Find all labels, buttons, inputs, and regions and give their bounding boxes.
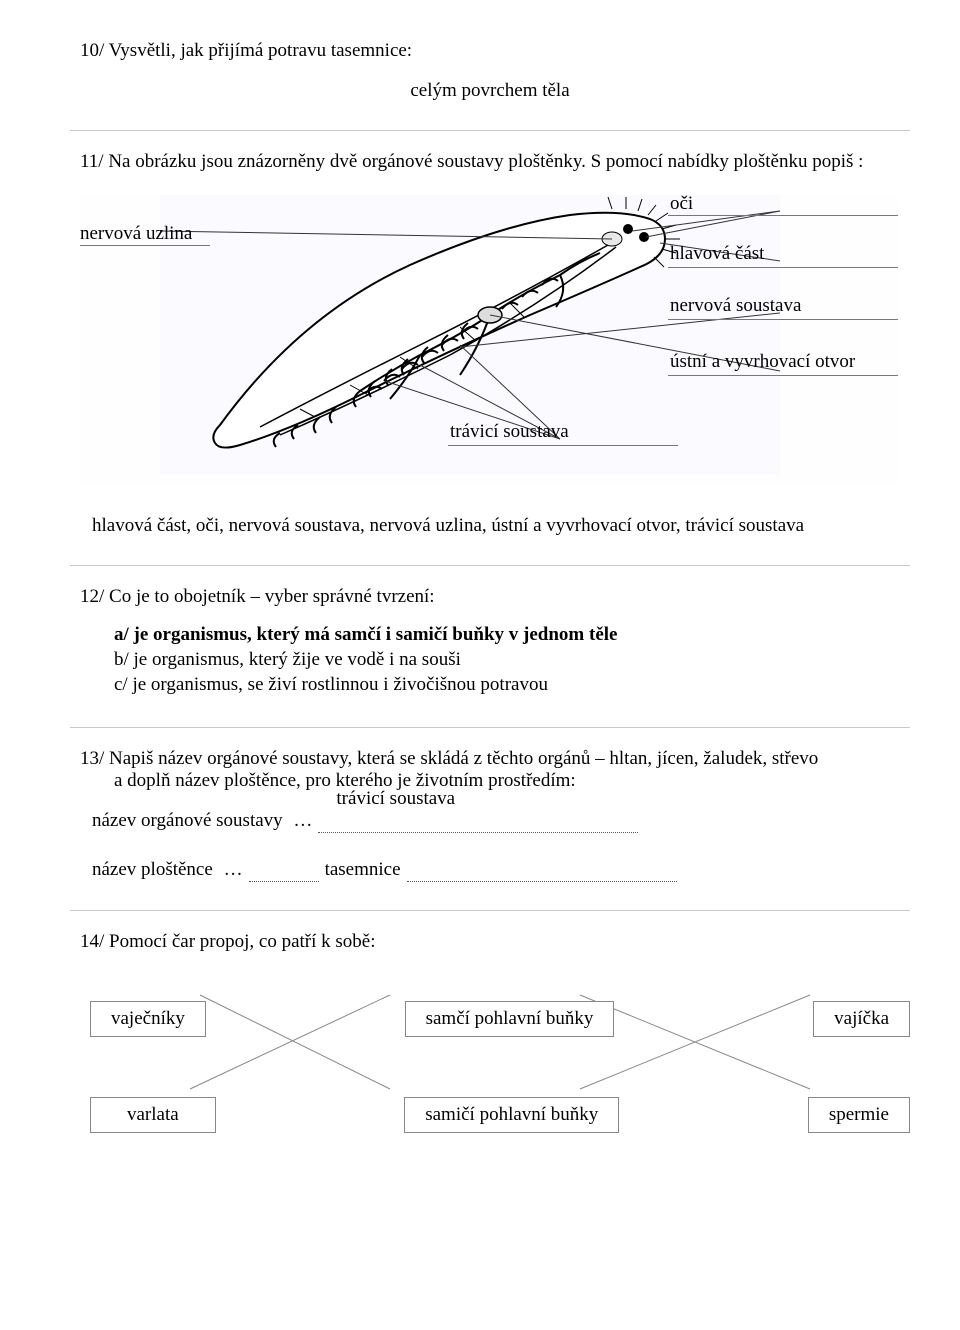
box-samici: samičí pohlavní buňky — [404, 1097, 619, 1133]
flatworm-diagram: nervová uzlina oči hlavová část nervová … — [80, 195, 900, 485]
question-13: 13/ Napiš název orgánové soustavy, která… — [70, 727, 910, 910]
q14-prompt: 14/ Pomocí čar propoj, co patří k sobě: — [80, 931, 900, 953]
question-10: 10/ Vysvětli, jak přijímá potravu tasemn… — [70, 30, 910, 130]
label-line — [80, 245, 210, 246]
q13-prompt-line1: 13/ Napiš název orgánové soustavy, která… — [80, 748, 900, 770]
label-line — [668, 319, 898, 320]
q10-prompt: 10/ Vysvětli, jak přijímá potravu tasemn… — [80, 40, 900, 62]
box-vajicka: vajíčka — [813, 1001, 910, 1037]
label-nervous-system: nervová soustava — [670, 295, 801, 317]
label-nerve-ganglion: nervová uzlina — [80, 223, 192, 245]
question-14: 14/ Pomocí čar propoj, co patří k sobě: … — [70, 910, 910, 1151]
label-line — [668, 267, 898, 268]
label-digestive: trávicí soustava — [450, 421, 569, 443]
q12-prompt: 12/ Co je to obojetník – vyber správné t… — [80, 586, 900, 608]
label-eyes: oči — [670, 193, 693, 215]
question-11: 11/ Na obrázku jsou znázorněny dvě orgán… — [70, 130, 910, 565]
q11-legend: hlavová část, oči, nervová soustava, ner… — [80, 515, 900, 537]
q13-line1-label: název orgánové soustavy — [92, 810, 283, 832]
label-line — [668, 215, 898, 216]
q12-option-a: a/ je organismus, který má samčí i samič… — [114, 624, 900, 646]
box-vajecniky: vaječníky — [90, 1001, 206, 1037]
q13-line2-label: název ploštěnce — [92, 859, 213, 881]
q12-option-b: b/ je organismus, který žije ve vodě i n… — [114, 649, 900, 671]
q11-prompt: 11/ Na obrázku jsou znázorněny dvě orgán… — [80, 151, 900, 173]
box-varlata: varlata — [90, 1097, 216, 1133]
label-mouth: ústní a vyvrhovací otvor — [670, 351, 855, 373]
box-samci: samčí pohlavní buňky — [405, 1001, 615, 1037]
q13-line1-value: trávicí soustava — [336, 788, 455, 810]
q13-prompt-line2: a doplň název ploštěnce, pro kterého je … — [80, 770, 900, 792]
label-line — [668, 375, 898, 376]
q10-answer: celým povrchem těla — [80, 80, 900, 102]
q13-line2-value: tasemnice — [325, 859, 401, 881]
box-spermie: spermie — [808, 1097, 910, 1133]
question-12: 12/ Co je to obojetník – vyber správné t… — [70, 565, 910, 727]
label-line — [448, 445, 678, 446]
label-head: hlavová část — [670, 243, 764, 265]
q12-option-c: c/ je organismus, se živí rostlinnou i ž… — [114, 674, 900, 696]
